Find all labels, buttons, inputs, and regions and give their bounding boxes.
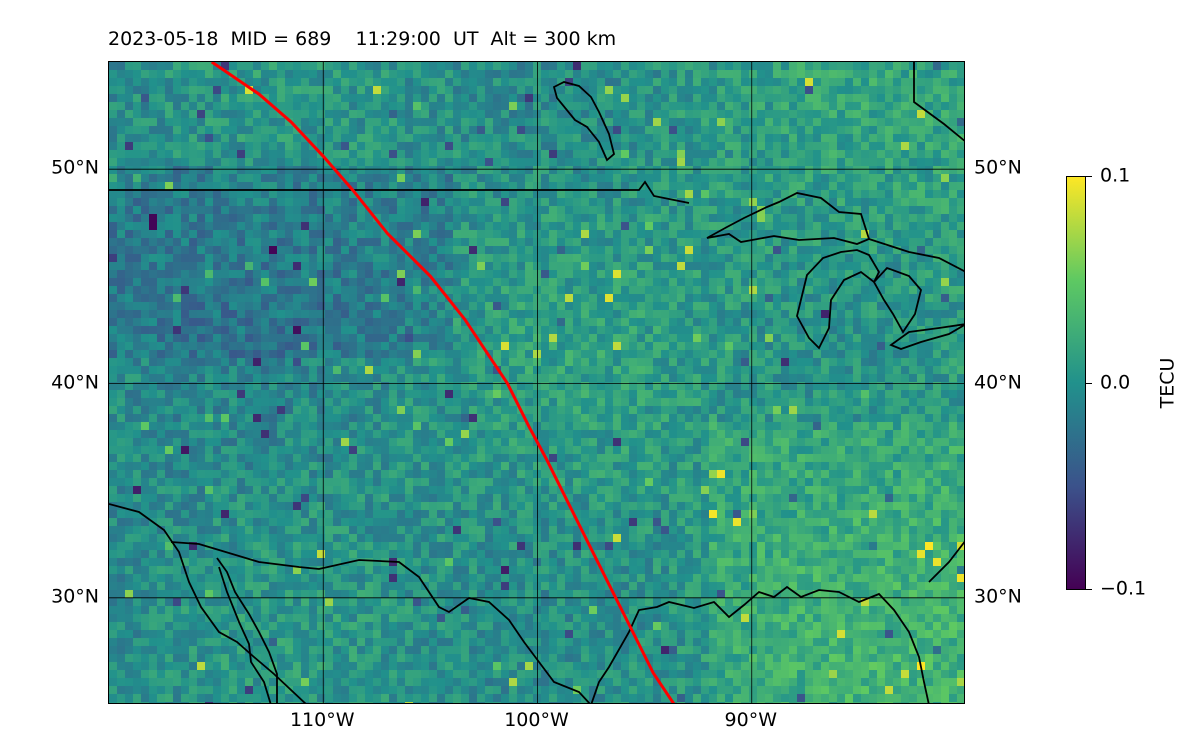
lake-michigan xyxy=(796,249,881,350)
alaska-shoreline xyxy=(552,81,616,162)
lake-erie xyxy=(889,323,964,350)
colorbar-gradient xyxy=(1067,177,1085,589)
lat-tick-label-left: 50°N xyxy=(51,156,99,179)
lake-superior xyxy=(706,192,871,245)
colorbar xyxy=(1066,176,1086,590)
lat-tick-label-right: 40°N xyxy=(974,371,1022,393)
colorbar-label-min: −0.1 xyxy=(1100,577,1147,600)
florida-coast xyxy=(928,541,964,583)
plot-title: 2023-05-18 MID = 689 11:29:00 UT Alt = 3… xyxy=(108,28,617,50)
tec-grid-cells xyxy=(109,62,964,703)
lake-huron xyxy=(872,266,922,334)
colorbar-tick-max xyxy=(1086,176,1092,177)
colorbar-title: TECU xyxy=(1156,357,1179,409)
colorbar-label-max: 0.1 xyxy=(1100,164,1131,187)
mexico-west-coast xyxy=(109,503,307,703)
hudson-coast xyxy=(913,62,964,142)
tec-map xyxy=(108,61,965,704)
lon-tick-label: 90°W xyxy=(724,709,777,731)
coastlines xyxy=(109,62,964,703)
baja-inner xyxy=(218,566,272,703)
baja-california xyxy=(216,557,278,703)
lon-tick-label: 100°W xyxy=(504,709,569,731)
colorbar-tick-min xyxy=(1086,589,1092,590)
lat-tick-label-right: 50°N xyxy=(974,156,1022,179)
colorbar-tick-zero xyxy=(1086,383,1092,384)
us-mexico-border xyxy=(170,541,591,703)
lat-tick-label-right: 30°N xyxy=(974,585,1022,608)
lat-tick-label-left: 40°N xyxy=(51,371,99,393)
red-path xyxy=(210,62,676,703)
map-canvas xyxy=(109,62,964,703)
gulf-coast xyxy=(590,585,930,703)
canada-coast-east xyxy=(868,238,964,272)
lat-tick-label-left: 30°N xyxy=(51,585,99,608)
lon-tick-label: 110°W xyxy=(289,709,355,731)
colorbar-label-zero: 0.0 xyxy=(1100,371,1131,394)
us-canada-border xyxy=(109,180,690,204)
